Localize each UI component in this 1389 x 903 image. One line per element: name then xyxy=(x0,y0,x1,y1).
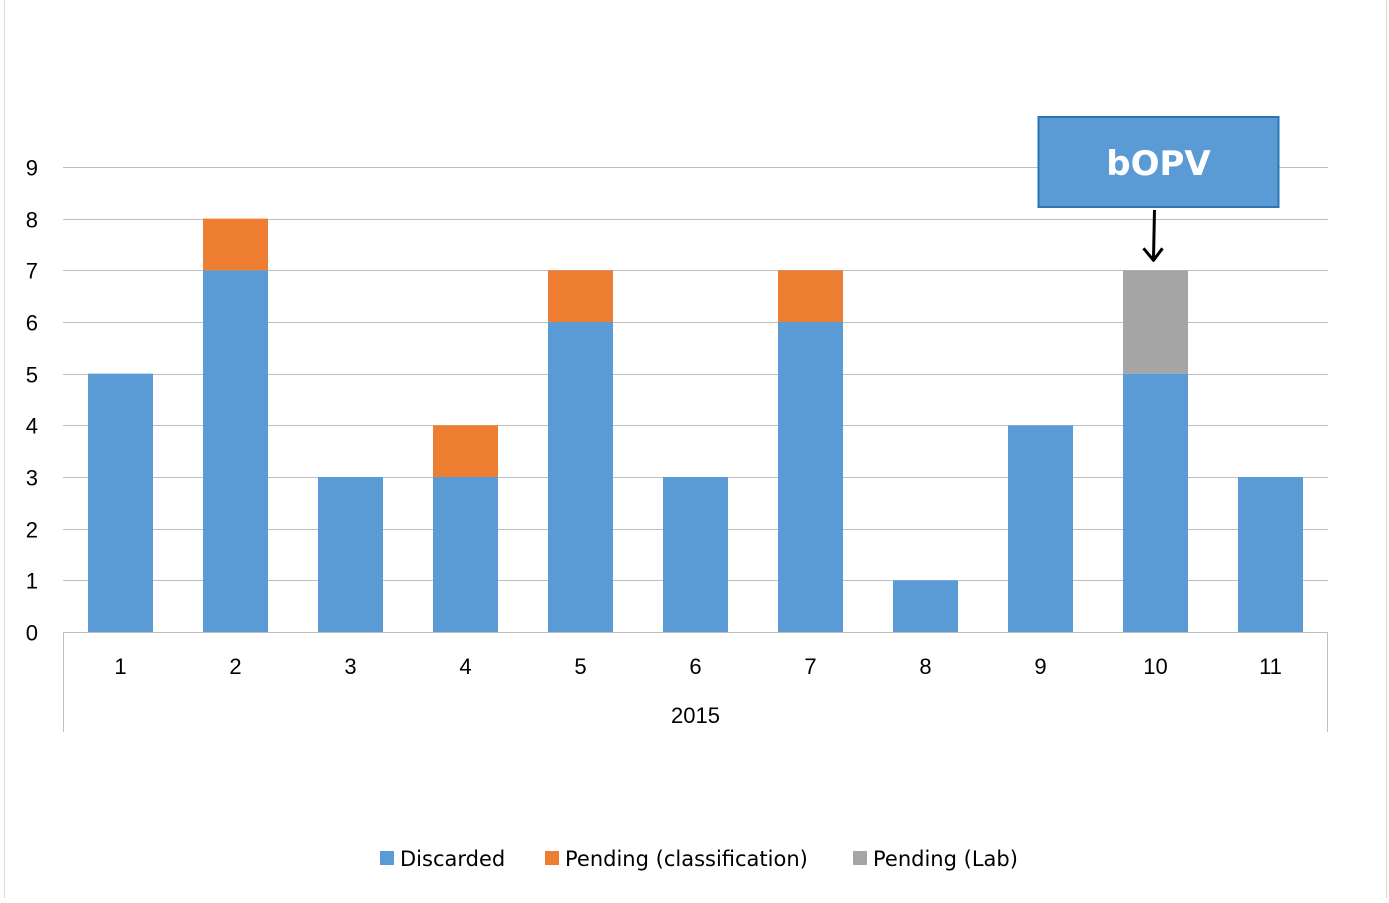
x-tick-label: 11 xyxy=(1259,654,1282,679)
legend-swatch xyxy=(545,851,559,865)
y-tick-label: 8 xyxy=(26,208,38,233)
y-tick-label: 9 xyxy=(26,156,38,181)
legend-swatch xyxy=(380,851,394,865)
x-tick-label: 2 xyxy=(229,654,241,679)
x-tick-label: 4 xyxy=(459,654,471,679)
bar-segment xyxy=(88,373,153,632)
x-tick-label: 6 xyxy=(689,654,701,679)
callout-arrow-shaft xyxy=(1152,209,1156,259)
bar-segment xyxy=(1123,270,1188,374)
bar-segment xyxy=(433,425,498,477)
bar-segment xyxy=(203,270,268,632)
y-tick-label: 5 xyxy=(26,363,38,388)
callout-arrow-head xyxy=(1142,247,1164,262)
legend-label: Pending (Lab) xyxy=(873,847,1018,871)
bar-segment xyxy=(548,270,613,322)
bar-segment xyxy=(663,476,728,632)
callout-box xyxy=(1037,116,1280,208)
x-tick-label: 5 xyxy=(574,654,586,679)
bar-segment xyxy=(548,321,613,632)
bar-segment xyxy=(433,476,498,632)
y-tick-label: 4 xyxy=(26,414,38,439)
bar-segment xyxy=(203,218,268,271)
y-tick-label: 6 xyxy=(26,311,38,336)
x-tick-label: 10 xyxy=(1143,654,1167,679)
x-tick-label: 3 xyxy=(344,654,356,679)
bar-segment xyxy=(778,270,843,322)
bar-segment xyxy=(893,580,958,632)
bar-segment xyxy=(778,321,843,632)
bars xyxy=(88,218,1303,632)
legend-label: Discarded xyxy=(400,847,505,871)
annotations: bOPV xyxy=(1037,116,1280,262)
x-tick-label: 9 xyxy=(1034,654,1046,679)
bar-segment xyxy=(1238,476,1303,632)
x-tick-label: 7 xyxy=(804,654,816,679)
legend: Discarded Pending (classification) Pending… xyxy=(380,847,1018,871)
bar-segment xyxy=(318,476,383,632)
legend-swatch xyxy=(853,851,867,865)
bar-segment xyxy=(1123,373,1188,632)
y-tick-label: 7 xyxy=(26,259,38,284)
legend-label: Pending (classification) xyxy=(565,847,808,871)
bar-segment xyxy=(1008,425,1073,632)
y-tick-label: 3 xyxy=(26,466,38,491)
y-tick-label: 1 xyxy=(26,569,38,594)
callout-label: bOPV xyxy=(1106,144,1211,184)
y-tick-label: 0 xyxy=(26,621,38,646)
x-tick-label: 8 xyxy=(919,654,931,679)
x-group-label: 2015 xyxy=(671,703,720,728)
axes: 0 1 2 3 4 5 6 7 8 9 1 2 3 4 5 6 7 8 9 10 11 2015 xyxy=(26,156,1328,732)
x-tick-label: 1 xyxy=(114,654,126,679)
y-tick-label: 2 xyxy=(26,518,38,543)
